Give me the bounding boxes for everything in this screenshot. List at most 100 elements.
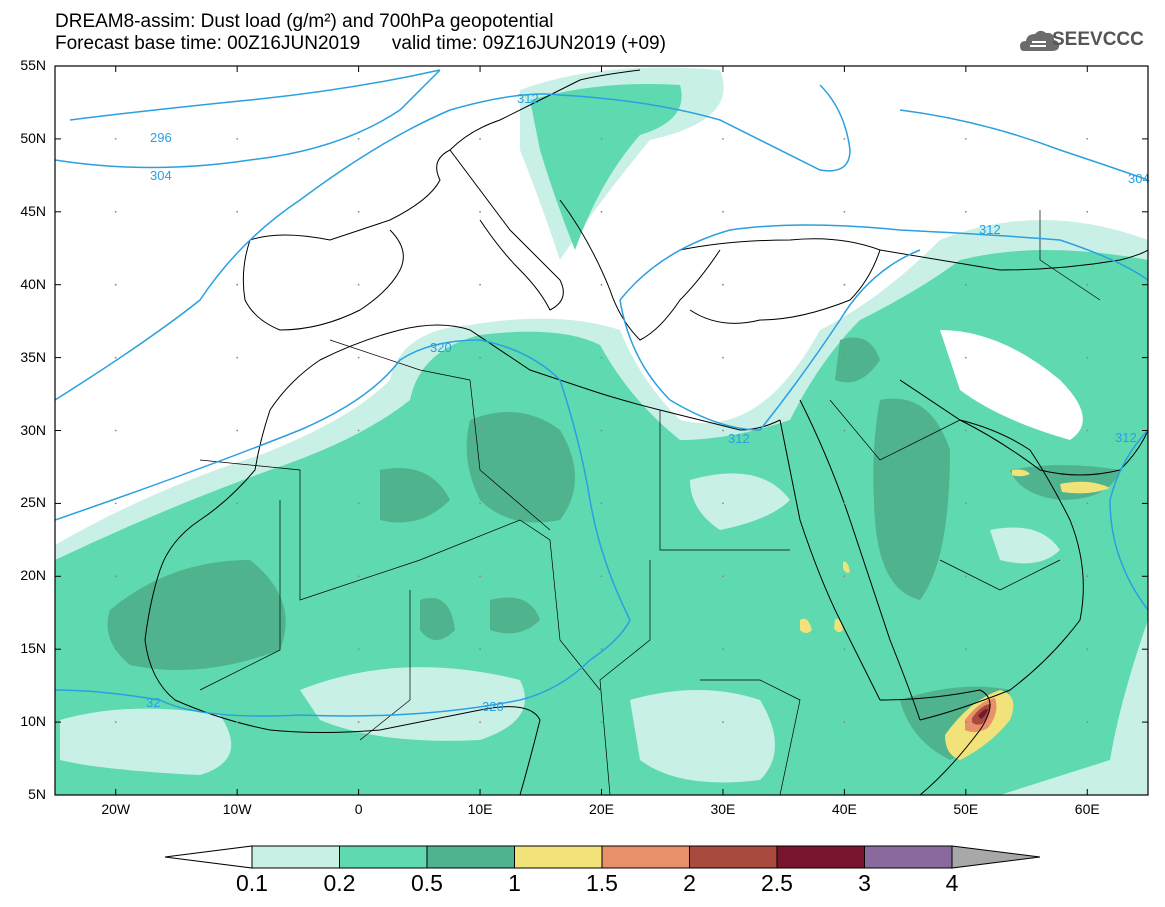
grid-dot [114,283,117,286]
grid-dot [964,210,967,213]
lon-label: 60E [1074,801,1100,817]
grid-dot [1086,356,1089,359]
grid-dot [357,502,360,505]
grid-dot [722,721,724,723]
grid-dot [1086,283,1089,286]
grid-dot [1086,575,1089,578]
grid-dot [722,502,724,505]
grid-dot [479,356,481,359]
grid-dot [357,283,360,286]
colorbar-label: 1 [508,870,521,896]
grid-dot [479,575,481,578]
grid-dot [600,575,603,578]
grid-dot [236,502,239,505]
colorbar [164,845,1041,869]
contour-labels: 296 304 312 312 312 312 320 320 32 304 [146,91,1150,714]
grid-dot [1086,502,1089,505]
axis-ticks [55,65,1148,796]
colorbar-label: 0.5 [411,870,443,896]
grid-dot [479,210,481,213]
grid-dot [722,575,724,578]
lat-label: 40N [20,275,46,292]
grid-dot [114,210,117,213]
lon-label: 40E [831,801,857,817]
grid-dot [600,138,603,140]
grid-dot [843,648,846,651]
contour-label: 320 [482,699,504,714]
grid-dot [357,356,360,359]
lon-label: 20W [101,801,131,817]
dust-field [55,66,1148,795]
grid-dot [114,721,117,723]
cloud-icon [1020,30,1060,51]
grid-dot [114,648,117,651]
lat-label: 10N [20,713,46,730]
grid-dot [357,575,360,578]
lat-label: 50N [20,129,46,146]
grid-dot [1086,721,1089,723]
grid-dot [114,138,117,140]
lat-label: 15N [20,640,46,657]
grid-dot [357,648,360,651]
grid-dot [357,138,360,140]
grid-dot [843,721,846,723]
colorbar-swatch [514,845,603,869]
grid-dot [1086,138,1089,140]
grid-dot [236,356,239,359]
grid-dot [600,283,603,286]
colorbar-swatch [776,845,865,869]
grid-dot [600,429,603,432]
grid-dot [357,429,360,432]
grid-dot [600,210,603,213]
grid-dot [843,138,846,140]
grid-dot [843,356,846,359]
lat-label: 25N [20,494,46,511]
lon-label: 20E [589,801,614,817]
forecast-time-line: Forecast base time: 00Z16JUN2019 valid t… [55,33,666,54]
grid-dot [722,210,724,213]
contour-label: 312 [1115,430,1137,445]
grid-dot [114,356,117,359]
grid-dot [722,356,724,359]
grid-dot [843,502,846,505]
colorbar-label: 2 [683,870,696,896]
grid-dot [722,283,724,286]
grid-dot [843,210,846,213]
grid-dot [1086,210,1089,213]
contour-label: 304 [150,168,172,183]
colorbar-swatch [864,845,953,869]
lon-label: 10W [222,801,252,817]
lon-label: 10E [467,801,493,817]
grid-dot [1086,429,1089,432]
grid-dot [843,575,846,578]
contour-label: 312 [979,222,1001,237]
lat-label: 20N [20,567,46,584]
grid-dot [114,502,117,505]
grid-dot [964,648,967,651]
grid-dot [236,283,239,286]
geopotential-contours [55,69,1148,717]
grid-dot [843,283,846,286]
grid-dots [114,138,1089,723]
contour-label: 312 [517,91,539,106]
grid-dot [964,575,967,578]
grid-dot [964,721,967,723]
colorbar-swatch [601,845,690,869]
grid-dot [236,138,239,140]
contour-label: 320 [430,340,452,355]
colorbar-label: 0.1 [236,870,268,896]
grid-dot [964,429,967,432]
grid-dot [236,648,239,651]
contour-label: 312 [728,431,750,446]
grid-dot [479,138,481,140]
grid-dot [357,721,360,723]
grid-dot [600,502,603,505]
grid-dot [236,210,239,213]
grid-dot [479,283,481,286]
colorbar-label: 1.5 [586,870,618,896]
grid-dot [722,429,724,432]
grid-dot [843,429,846,432]
colorbar-swatch [339,845,428,869]
grid-dot [479,721,481,723]
colorbar-swatch [426,845,515,869]
